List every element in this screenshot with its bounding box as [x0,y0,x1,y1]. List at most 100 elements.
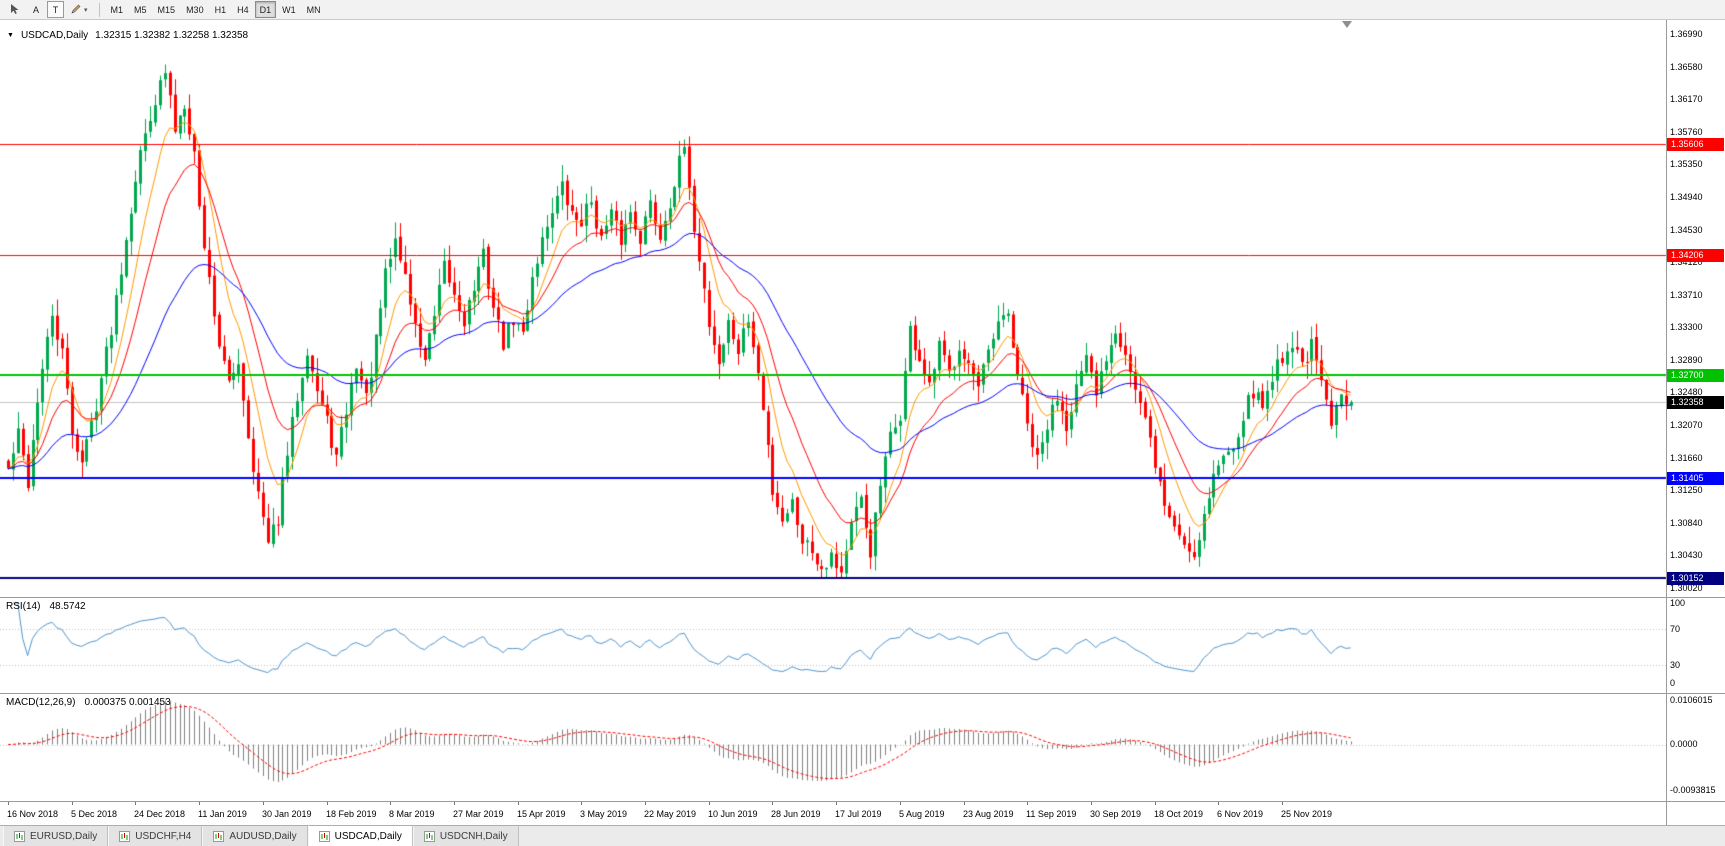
timeframe-button-m15[interactable]: M15 [153,1,181,18]
chart-tab-eurusd-daily[interactable]: EURUSD,Daily [3,826,109,846]
date-axis-label: 24 Dec 2018 [134,809,186,819]
price-axis-label: 1.33300 [1670,322,1703,333]
chart-tab-icon [119,830,131,842]
pencil-icon [70,3,82,17]
timeframe-button-m5[interactable]: M5 [129,1,152,18]
draw-tool-button[interactable]: ▾ [65,1,93,18]
main-chart-panel: ▼ USDCAD,Daily 1.32315 1.32382 1.32258 1… [0,20,1725,597]
chart-tab-label: USDCNH,Daily [439,830,508,842]
chevron-down-icon: ▾ [84,6,88,14]
date-tick [72,801,73,805]
price-axis-label: 1.32070 [1670,420,1703,431]
price-level-badge: 1.35606 [1667,138,1724,151]
date-axis-label: 23 Aug 2019 [963,809,1014,819]
chart-tab-usdchf-h4[interactable]: USDCHF,H4 [108,826,203,846]
price-axis-label: 70 [1670,624,1681,635]
chart-stack: ▼ USDCAD,Daily 1.32315 1.32382 1.32258 1… [0,20,1725,825]
date-axis-label: 27 Mar 2019 [453,809,504,819]
date-axis-label: 8 Mar 2019 [389,809,435,819]
chart-tab-label: EURUSD,Daily [30,830,98,842]
timeframe-button-h4[interactable]: H4 [232,1,254,18]
date-tick [836,801,837,805]
macd-canvas[interactable] [0,693,1725,801]
date-axis-label: 22 May 2019 [644,809,697,819]
date-tick [8,801,9,805]
date-tick [518,801,519,805]
chart-tab-icon [318,830,330,842]
bid-price-badge: 1.32358 [1667,396,1724,409]
timeframe-button-h1[interactable]: H1 [210,1,232,18]
chart-tab-icon [14,830,25,842]
chart-tab-bar: EURUSD,Daily USDCHF,H4 AUDUSD,Daily USDCAD,… [0,825,1725,846]
price-axis-label: 1.30020 [1670,583,1703,593]
timeframe-button-mn[interactable]: MN [302,1,326,18]
price-axis-label: 1.34120 [1670,257,1703,268]
panel-separator[interactable] [0,597,1725,598]
timeframe-button-w1[interactable]: W1 [277,1,301,18]
date-axis-label: 30 Sep 2019 [1090,809,1142,819]
price-axis-label: 100 [1670,598,1686,608]
timeframe-button-m1[interactable]: M1 [106,1,129,18]
date-axis-label: 15 Apr 2019 [517,809,566,819]
price-axis-label: 1.30840 [1670,517,1703,528]
date-axis-label: 28 Jun 2019 [771,809,821,819]
price-axis-label: 1.31660 [1670,452,1703,463]
price-axis-label: 1.36990 [1670,29,1703,39]
date-tick [1091,801,1092,805]
date-axis-label: 5 Aug 2019 [899,809,945,819]
price-axis-label: 1.32480 [1670,387,1703,398]
price-axis-label: 1.32890 [1670,354,1703,365]
date-tick [900,801,901,805]
price-chart-canvas[interactable] [0,20,1725,597]
price-axis-label: 30 [1670,659,1681,670]
toolbar-separator [98,2,100,17]
price-axis-label: 1.36170 [1670,94,1703,105]
top-toolbar: A T ▾ M1 M5 M15 M30 H1 H4 D1 W1 MN [0,0,1725,20]
macd-panel: MACD(12,26,9) 0.000375 0.001453 0.010601… [0,693,1725,801]
date-tick [199,801,200,805]
timeframe-button-m30[interactable]: M30 [181,1,209,18]
date-axis-label: 18 Feb 2019 [326,809,377,819]
rsi-name: RSI(14) [6,601,41,612]
date-tick [581,801,582,805]
macd-label: MACD(12,26,9) 0.000375 0.001453 [6,697,171,708]
panel-separator[interactable] [0,693,1725,694]
chart-tab-label: USDCAD,Daily [334,830,402,842]
date-tick [709,801,710,805]
price-axis-label: 0.0000 [1670,739,1698,749]
chart-shift-marker[interactable] [1342,21,1352,28]
chart-tab-label: USDCHF,H4 [135,830,192,842]
chart-tab-usdcad-daily[interactable]: USDCAD,Daily [307,825,413,846]
price-level-badge: 1.31405 [1667,472,1724,485]
date-axis-label: 18 Oct 2019 [1154,809,1204,819]
cursor-icon [9,3,20,17]
text-tool-button[interactable]: T [47,1,64,18]
date-tick [135,801,136,805]
chart-tab-usdcnh-daily[interactable]: USDCNH,Daily [412,826,519,846]
timeframe-group: M1 M5 M15 M30 H1 H4 D1 W1 MN [106,1,326,18]
price-level-badge: 1.32700 [1667,369,1724,382]
time-axis[interactable]: 16 Nov 2018 5 Dec 2018 24 Dec 2018 11 Jan 2… [0,801,1725,825]
price-level-badge: 1.30152 [1667,572,1724,585]
chart-tab-icon [213,830,225,842]
text-label-tool-button[interactable]: A [26,1,46,18]
price-axis-label: 1.35350 [1670,159,1703,170]
date-tick [327,801,328,805]
rsi-label: RSI(14) 48.5742 [6,601,86,612]
cursor-tool-button[interactable] [4,1,25,18]
price-axis-label: 1.34940 [1670,191,1703,202]
date-tick [454,801,455,805]
date-axis-label: 10 Jun 2019 [708,809,758,819]
price-axis-label: 1.36580 [1670,61,1703,72]
rsi-canvas[interactable] [0,597,1725,693]
chart-tab-audusd-daily[interactable]: AUDUSD,Daily [202,826,308,846]
chart-tab-icon [423,830,435,842]
date-tick [263,801,264,805]
date-axis-label: 30 Jan 2019 [262,809,312,819]
timeframe-button-d1[interactable]: D1 [254,1,277,18]
price-axis-divider [1666,20,1667,825]
date-axis-label: 17 Jul 2019 [835,809,882,819]
date-tick [1282,801,1283,805]
date-axis-label: 25 Nov 2019 [1281,809,1333,819]
chart-tab-label: AUDUSD,Daily [229,830,297,842]
